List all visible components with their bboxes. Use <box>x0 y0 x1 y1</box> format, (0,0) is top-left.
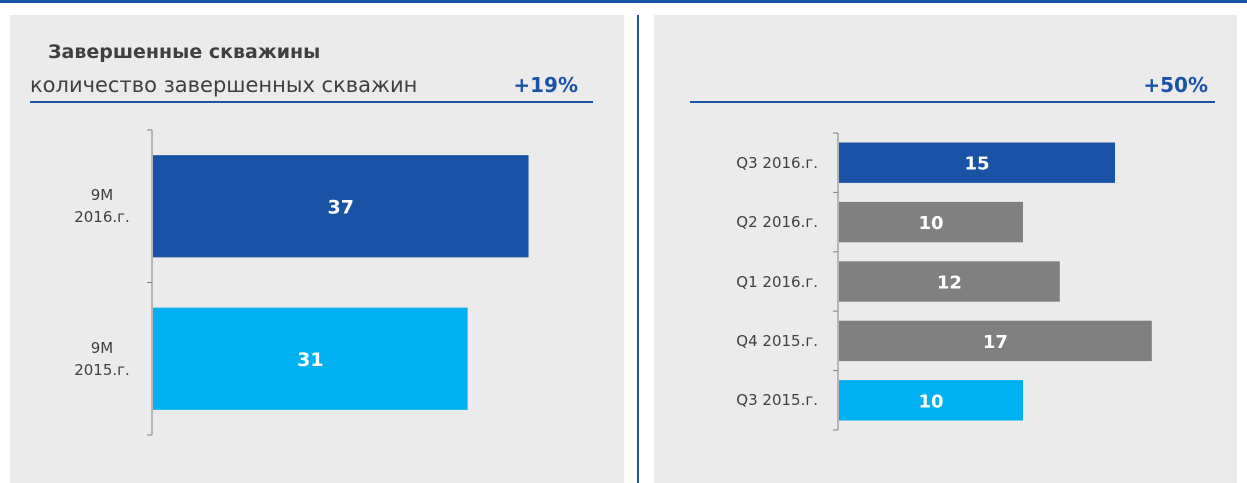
divider <box>637 15 639 483</box>
annotation: +19% <box>513 73 578 97</box>
underline <box>690 101 1215 103</box>
chart-title: Завершенные скважины <box>48 41 320 63</box>
category-label: Q3 2015.г. <box>736 391 818 410</box>
value-label: 37 <box>328 196 354 218</box>
top-rule <box>0 0 1247 3</box>
value-label: 17 <box>983 332 1008 353</box>
value-label: 31 <box>297 349 323 371</box>
value-label: 10 <box>918 213 943 234</box>
category-label: Q2 2016.г. <box>736 213 818 232</box>
value-label: 10 <box>918 391 943 412</box>
category-label: 9M 2016.г. <box>74 186 130 227</box>
bar <box>839 201 1023 243</box>
chart-subtitle: количество завершенных скважин <box>30 73 417 97</box>
underline <box>30 101 593 103</box>
value-label: 15 <box>964 154 989 175</box>
value-label: 12 <box>937 273 962 294</box>
annotation: +50% <box>1143 73 1208 97</box>
bar <box>839 261 1060 302</box>
bar <box>839 380 1023 421</box>
bar <box>839 320 1152 362</box>
category-label: Q1 2016.г. <box>736 272 818 291</box>
category-label: Q4 2015.г. <box>736 331 818 350</box>
category-label: 9M 2015.г. <box>74 338 130 379</box>
bar <box>839 142 1115 183</box>
bar <box>153 155 529 258</box>
category-label: Q3 2016.г. <box>736 153 818 172</box>
bar <box>153 307 468 410</box>
